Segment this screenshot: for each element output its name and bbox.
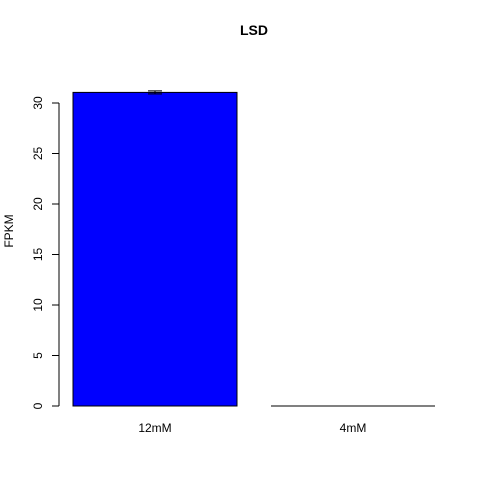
x-category-label: 4mM	[340, 421, 367, 435]
bars-group	[72, 90, 435, 407]
y-tick-label: 15	[31, 248, 45, 262]
y-tick-label: 20	[31, 197, 45, 211]
bar	[72, 91, 238, 407]
y-tick-label: 5	[31, 352, 45, 359]
chart-title: LSD	[240, 22, 268, 38]
y-tick-label: 25	[31, 147, 45, 161]
y-axis: 0 5 10 15 20 25 30	[31, 96, 60, 409]
y-tick-label: 0	[31, 402, 45, 409]
x-category-label: 12mM	[138, 421, 171, 435]
category-labels: 12mM 4mM	[138, 421, 366, 435]
y-axis-label: FPKM	[2, 214, 16, 247]
y-tick-label: 30	[31, 96, 45, 110]
y-tick-label: 10	[31, 298, 45, 312]
